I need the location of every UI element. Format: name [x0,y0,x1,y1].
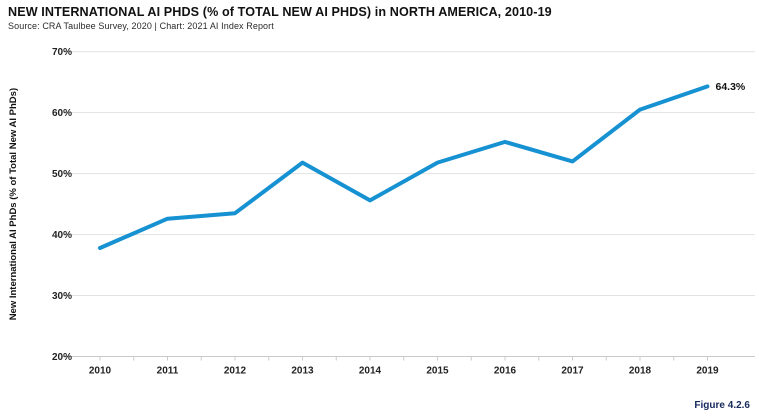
x-tick-label: 2010 [89,366,112,377]
y-tick-label: 40% [52,230,72,241]
y-tick-label: 50% [52,169,72,180]
x-tick-label: 2016 [494,366,517,377]
y-tick-label: 60% [52,108,72,119]
y-tick-label: 30% [52,291,72,302]
y-axis-title: New International AI PhDs (% of Total Ne… [8,88,19,320]
x-tick-label: 2015 [426,366,449,377]
x-tick-label: 2018 [629,366,652,377]
chart-source: Source: CRA Taulbee Survey, 2020 | Chart… [8,21,274,31]
x-tick-label: 2019 [696,366,719,377]
chart-header: NEW INTERNATIONAL AI PHDS (% of TOTAL NE… [8,5,751,31]
figure-label: Figure 4.2.6 [694,400,750,411]
x-tick-label: 2013 [291,366,314,377]
last-value-label: 64.3% [716,81,746,93]
x-tick-label: 2014 [359,366,382,377]
chart-title: NEW INTERNATIONAL AI PHDS (% of TOTAL NE… [8,5,552,19]
y-tick-label: 20% [52,352,72,363]
x-tick-label: 2017 [561,366,584,377]
y-tick-label: 70% [52,47,72,58]
trend-line [98,84,710,250]
x-tick-label: 2011 [157,366,179,377]
x-tick-label: 2012 [224,366,247,377]
